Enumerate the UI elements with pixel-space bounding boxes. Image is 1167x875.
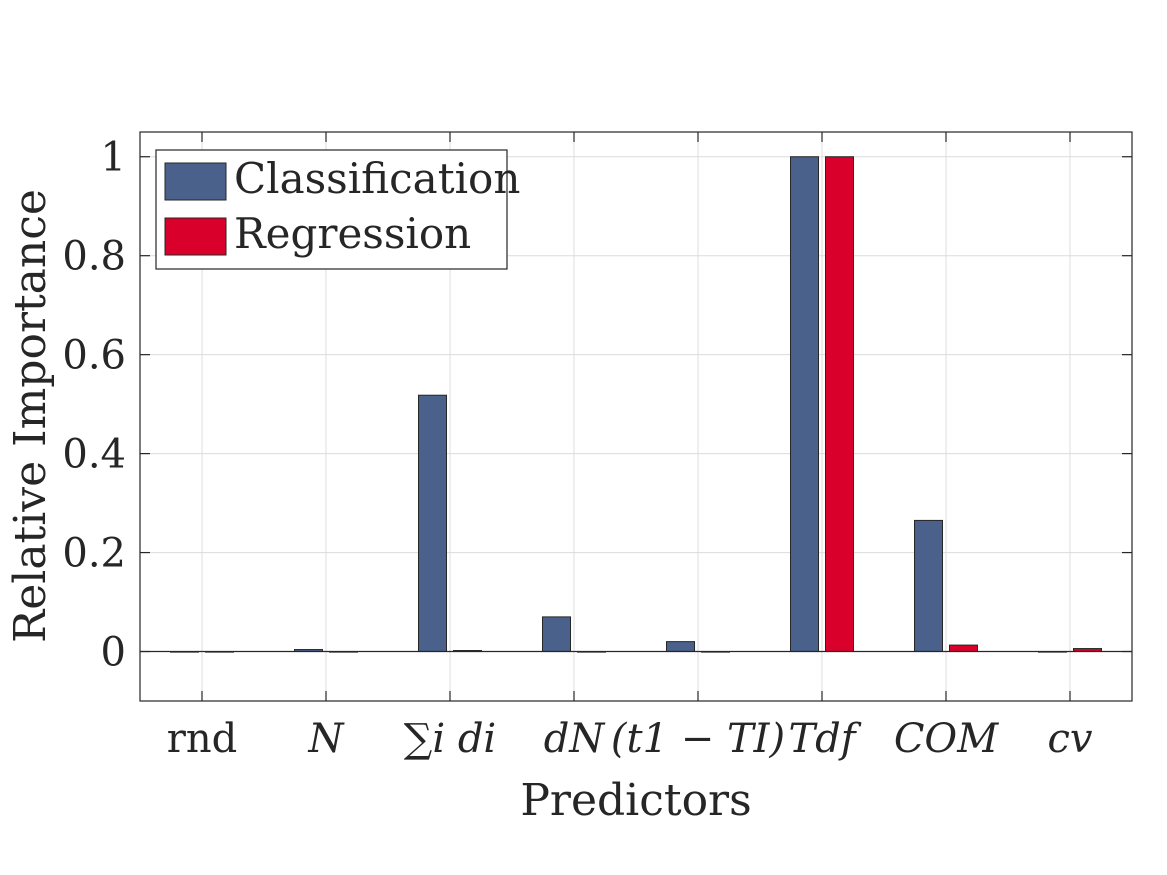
y-tick-label: 0.8: [62, 234, 126, 280]
x-tick-label: dN: [544, 716, 607, 762]
y-tick-label: 0.6: [62, 333, 126, 379]
bars: [170, 156, 1102, 653]
plot-frame: [139, 131, 1133, 702]
bar-classification: [790, 156, 819, 653]
y-tick-label: 1: [101, 135, 126, 181]
bar-regression: [949, 644, 978, 653]
x-tick-label: (t1 − TI): [611, 716, 785, 762]
x-tick-label: Tdf: [788, 716, 861, 762]
x-tick-labels: rnd N ∑i di dN (t1 − TI) Tdf COM cv: [167, 716, 1093, 762]
x-tick-label: COM: [894, 716, 999, 762]
bar-regression: [825, 156, 854, 653]
bar-classification: [542, 616, 571, 653]
legend-swatch-classification: [164, 162, 227, 201]
x-tick-label: N: [308, 716, 346, 762]
y-tick-label: 0: [101, 630, 126, 676]
legend-label-classification: Classification: [234, 154, 520, 203]
legend-label-regression: Regression: [234, 209, 471, 258]
x-tick-label: cv: [1048, 716, 1093, 762]
x-tick-label: ∑i di: [404, 716, 496, 762]
y-tick-label: 0.2: [62, 531, 126, 577]
axis-ticks: 0 0.2 0.4 0.6 0.8 1: [62, 132, 1132, 701]
y-axis-label: Relative Importance: [5, 189, 56, 643]
legend: Classification Regression: [155, 149, 520, 270]
legend-swatch-regression: [164, 217, 227, 256]
x-axis-label: Predictors: [520, 775, 751, 826]
x-tick-label: rnd: [167, 716, 238, 762]
bar-classification: [418, 394, 447, 653]
bar-classification: [666, 641, 695, 653]
y-tick-label: 0.4: [62, 432, 126, 478]
bar-classification: [914, 519, 943, 653]
